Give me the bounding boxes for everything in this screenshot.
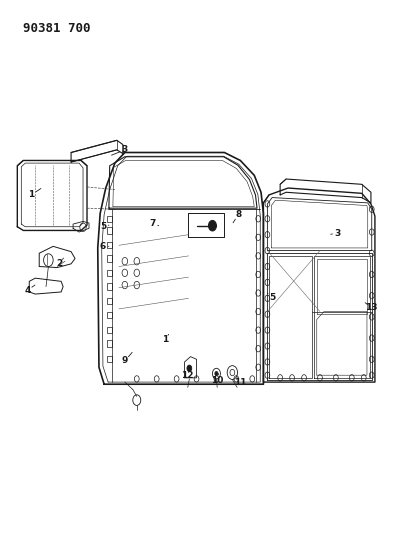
Text: 5: 5 xyxy=(100,222,106,231)
Text: 8: 8 xyxy=(235,210,241,219)
Text: 11: 11 xyxy=(234,377,247,386)
Bar xyxy=(107,298,112,304)
Text: 6: 6 xyxy=(100,242,106,251)
Bar xyxy=(107,327,112,333)
Text: 7: 7 xyxy=(150,219,156,228)
Text: 1: 1 xyxy=(162,335,168,344)
Text: 90381 700: 90381 700 xyxy=(23,21,91,35)
Bar xyxy=(107,255,112,262)
Bar xyxy=(107,340,112,346)
Bar xyxy=(107,312,112,318)
Text: 12: 12 xyxy=(182,370,194,379)
Bar xyxy=(107,227,112,233)
Text: 1: 1 xyxy=(28,190,34,199)
Bar xyxy=(107,284,112,290)
Circle shape xyxy=(187,365,192,372)
Text: 2: 2 xyxy=(56,260,62,268)
Text: 3: 3 xyxy=(122,146,128,155)
Text: 4: 4 xyxy=(24,286,30,295)
Text: 9: 9 xyxy=(122,357,128,366)
Bar xyxy=(107,356,112,362)
Bar xyxy=(107,242,112,248)
Bar xyxy=(107,270,112,276)
Text: 3: 3 xyxy=(335,229,341,238)
Circle shape xyxy=(215,372,218,376)
Circle shape xyxy=(209,220,217,231)
Text: 10: 10 xyxy=(211,376,223,385)
Text: 13: 13 xyxy=(365,303,378,312)
Bar xyxy=(107,216,112,222)
Text: 5: 5 xyxy=(269,293,275,302)
